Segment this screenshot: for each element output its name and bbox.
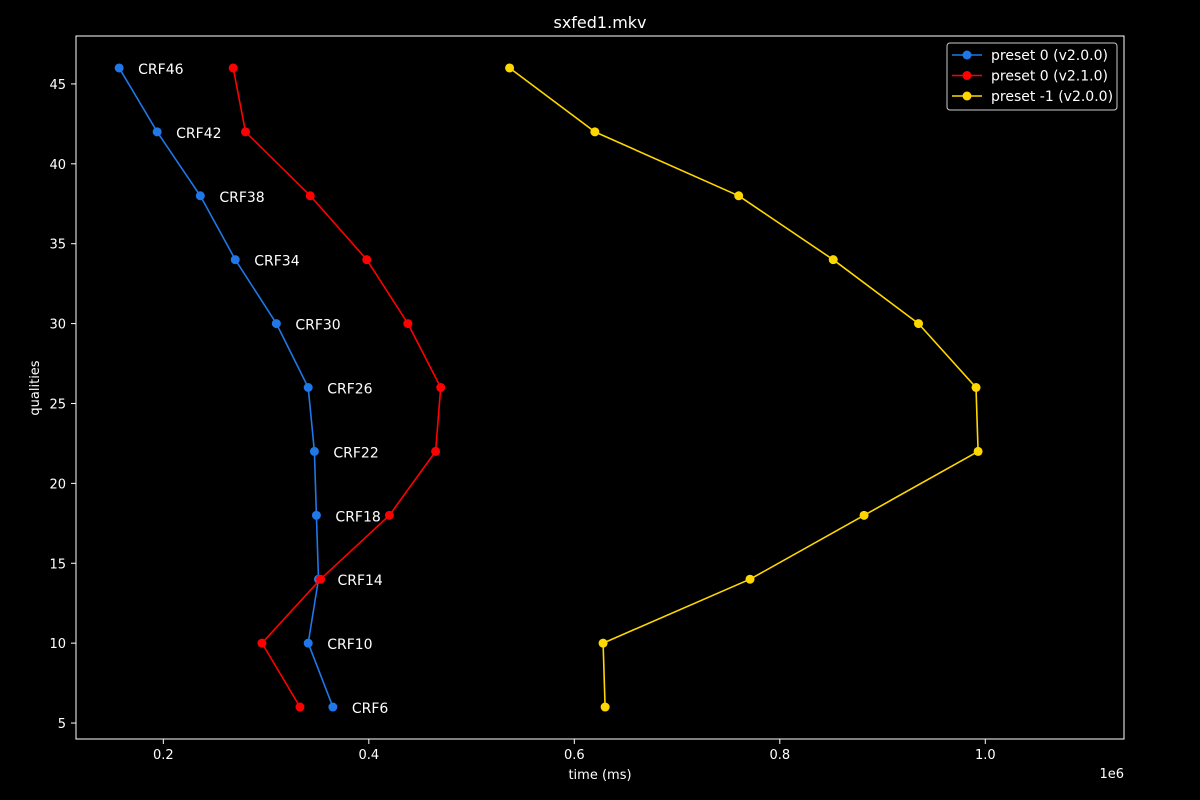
legend-marker [962,50,972,60]
y-tick-label: 30 [49,318,66,333]
y-tick-label: 10 [49,637,66,652]
series-point [828,255,838,265]
series-point [590,127,600,137]
x-tick-label: 0.6 [564,748,585,763]
series-1 [228,63,446,712]
series-point [600,702,610,712]
x-tick-label: 0.8 [769,748,790,763]
series-point [271,319,281,329]
series-layer [114,63,983,712]
crf-annotation-label: CRF14 [337,573,382,589]
x-tick-label: 0.2 [153,748,174,763]
series-point [228,63,238,73]
x-axis-offset-text: 1e6 [1099,767,1124,782]
crf-annotation-label: CRF42 [176,126,221,142]
series-point [295,702,305,712]
series-point [195,191,205,201]
crf-annotation-label: CRF26 [327,382,372,398]
y-tick-label: 35 [49,238,66,253]
plot-area-frame [75,35,1125,740]
x-tick-label: 0.4 [358,748,379,763]
crf-annotation-label: CRF18 [335,509,380,525]
series-point [316,574,326,584]
y-tick-label: 15 [49,557,66,572]
series-0 [114,63,338,712]
series-point [152,127,162,137]
series-point [745,574,755,584]
crf-annotation-label: CRF30 [295,318,340,334]
y-axis-label: qualities [28,360,43,415]
series-point [859,510,869,520]
x-axis-label: time (ms) [568,768,631,783]
crf-annotation-label: CRF10 [327,637,372,653]
series-point [114,63,124,73]
crf-annotation-label: CRF46 [138,62,183,78]
series-point [230,255,240,265]
x-tick-label: 1.0 [975,748,996,763]
series-point [362,255,372,265]
series-point [311,510,321,520]
crf-annotation-label: CRF34 [254,254,299,270]
legend-marker [962,71,972,80]
series-point [734,191,744,201]
series-point [303,383,313,392]
y-axis: 5 10 15 20 25 30 35 40 45 [49,78,76,732]
legend-marker [962,91,972,101]
chart-title: sxfed1.mkv [553,13,646,32]
y-tick-label: 20 [49,477,66,492]
series-point [241,127,251,137]
series-point [436,383,446,392]
legend-label: preset 0 (v2.1.0) [991,69,1108,85]
crf-annotation-label: CRF22 [333,445,378,461]
series-point [973,446,983,456]
series-point [431,446,441,456]
series-point [505,63,515,73]
x-axis: 0.2 0.4 0.6 0.8 1.0 [153,739,996,763]
series-point [309,446,319,456]
legend-box [946,42,1118,111]
series-point [305,191,315,201]
series-point [971,383,981,392]
legend-label: preset -1 (v2.0.0) [991,89,1113,105]
series-point [384,510,394,520]
y-tick-label: 5 [58,717,66,732]
series-point [914,319,924,329]
y-tick-label: 25 [49,397,66,412]
series-point [257,638,267,648]
series-2 [505,63,983,712]
y-tick-label: 40 [49,158,66,173]
series-point [303,638,313,648]
annotation-layer: CRF46 CRF42 CRF38 CRF34 CRF30 CRF26 CRF22 CRF18… [138,62,388,717]
crf-annotation-label: CRF38 [219,190,264,206]
crf-annotation-label: CRF6 [352,701,389,717]
series-point [328,702,338,712]
y-tick-label: 45 [49,78,66,93]
series-point [403,319,413,329]
legend: preset 0 (v2.0.0) preset 0 (v2.1.0) preset… [946,42,1118,111]
legend-label: preset 0 (v2.0.0) [991,48,1108,64]
series-point [598,638,608,648]
